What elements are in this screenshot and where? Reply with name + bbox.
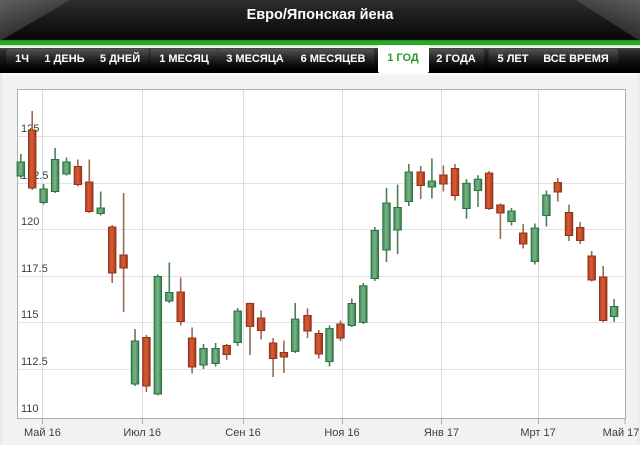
svg-text:Июл 16: Июл 16	[123, 427, 161, 439]
svg-text:Янв 17: Янв 17	[424, 427, 459, 439]
svg-text:Май 17: Май 17	[603, 427, 640, 439]
svg-text:Ноя 16: Ноя 16	[324, 427, 359, 439]
svg-text:Май 16: Май 16	[24, 427, 61, 439]
svg-text:115: 115	[21, 309, 39, 321]
svg-text:Мрт 17: Мрт 17	[520, 427, 555, 439]
svg-text:110: 110	[21, 403, 39, 415]
svg-text:117.5: 117.5	[21, 263, 48, 275]
svg-text:120: 120	[21, 216, 39, 228]
svg-text:112.5: 112.5	[21, 356, 48, 368]
svg-text:Сен 16: Сен 16	[225, 427, 260, 439]
